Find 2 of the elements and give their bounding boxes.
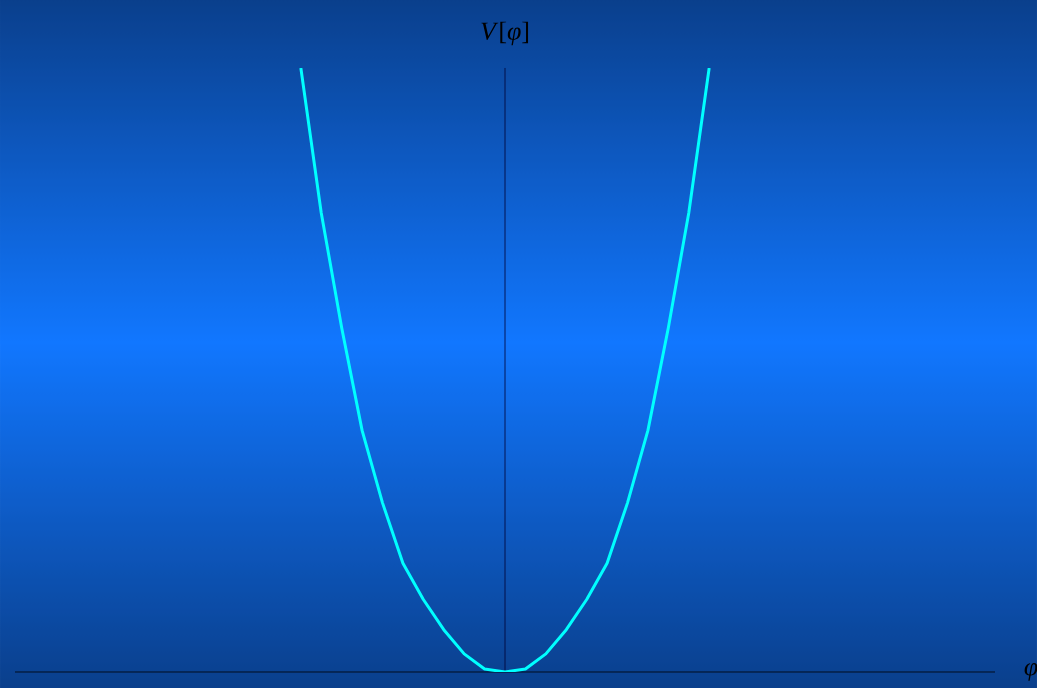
y-axis-title: V[φ] — [481, 21, 529, 46]
x-axis-title: φ — [1024, 663, 1037, 681]
